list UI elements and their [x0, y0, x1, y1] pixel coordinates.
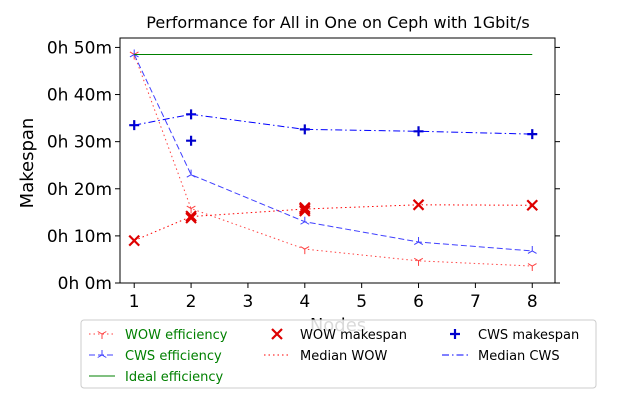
median-cws-line: [134, 113, 533, 135]
wow-efficiency-point: [300, 246, 310, 255]
cws-makespan-point: [129, 120, 140, 131]
legend-entry: CWS efficiency: [89, 349, 222, 364]
legend: WOW efficiency CWS efficiency Ideal effici…: [80, 319, 597, 389]
legend-entry: WOW efficiency: [89, 328, 228, 343]
x-tick-label: 2: [186, 292, 197, 312]
legend-label: WOW makespan: [300, 328, 407, 343]
wow-efficiency-point: [413, 257, 424, 266]
wow-makespan-point: [526, 199, 539, 212]
legend-label: CWS efficiency: [125, 349, 222, 364]
chart-title: Performance for All in One on Ceph with …: [146, 13, 529, 32]
y-axis-label: Makespan: [17, 118, 38, 209]
cws-makespan-series: [129, 109, 538, 146]
cws-makespan-point: [186, 135, 197, 146]
y-tick-label: 0h 20m: [47, 180, 112, 200]
legend-swatch-marker: [97, 331, 107, 339]
wow-makespan-point: [299, 205, 311, 217]
legend-label: Median WOW: [300, 349, 388, 364]
legend-box: [80, 319, 597, 389]
x-axis: 1 2 3 4 5 6 7 8: [129, 283, 538, 312]
legend-entry: WOW makespan: [271, 328, 407, 343]
y-tick-label: 0h 10m: [47, 227, 112, 247]
cws-efficiency-point: [413, 237, 424, 245]
wow-makespan-point: [412, 199, 425, 211]
plot-area: 0h 0m 0h 10m 0h 20m 0h 30m 0h 40m 0h 50m 1 2 3 4…: [47, 37, 560, 312]
y-tick-label: 0h 50m: [47, 38, 112, 58]
y-axis: 0h 0m 0h 10m 0h 20m 0h 30m 0h 40m 0h 50m: [47, 38, 120, 294]
series-layer: [128, 49, 539, 272]
legend-entry: Ideal efficiency: [89, 370, 224, 385]
wow-makespan-point: [185, 212, 197, 224]
legend-swatch-marker: [97, 350, 107, 358]
x-tick-label: 8: [527, 292, 538, 312]
legend-label: Ideal efficiency: [125, 370, 224, 385]
plot-frame: [119, 37, 556, 284]
legend-entry: Median WOW: [264, 349, 388, 364]
x-tick-label: 3: [243, 292, 254, 312]
wow-efficiency-series: [129, 51, 537, 272]
cws-efficiency-point: [527, 245, 537, 254]
legend-swatch-marker: [450, 329, 460, 339]
x-tick-label: 1: [129, 292, 140, 312]
legend-entry: Median CWS: [442, 349, 560, 364]
x-tick-label: 7: [470, 292, 481, 312]
median-wow-line: [134, 204, 533, 242]
wow-efficiency-point: [186, 205, 196, 214]
cws-efficiency-point: [186, 169, 196, 178]
y-tick-label: 0h 30m: [47, 133, 112, 153]
cws-efficiency-series: [129, 49, 537, 254]
wow-makespan-point: [185, 210, 197, 222]
wow-makespan-series: [128, 199, 539, 247]
cws-efficiency-point: [300, 216, 310, 225]
wow-efficiency-point: [527, 263, 537, 272]
legend-swatch-marker: [271, 328, 283, 340]
x-tick-label: 4: [299, 292, 310, 312]
legend-label: Median CWS: [478, 349, 560, 364]
x-tick-label: 5: [356, 292, 367, 312]
legend-entry: CWS makespan: [450, 328, 579, 343]
median-cws-series: [134, 113, 533, 135]
y-tick-label: 0h 0m: [58, 274, 112, 294]
y-tick-label: 0h 40m: [47, 86, 112, 106]
x-tick-label: 6: [413, 292, 424, 312]
legend-label: CWS makespan: [478, 328, 579, 343]
median-wow-series: [134, 204, 533, 242]
wow-efficiency-line: [133, 54, 533, 267]
legend-label: WOW efficiency: [125, 328, 228, 343]
right-axis-ticks: [555, 46, 560, 284]
